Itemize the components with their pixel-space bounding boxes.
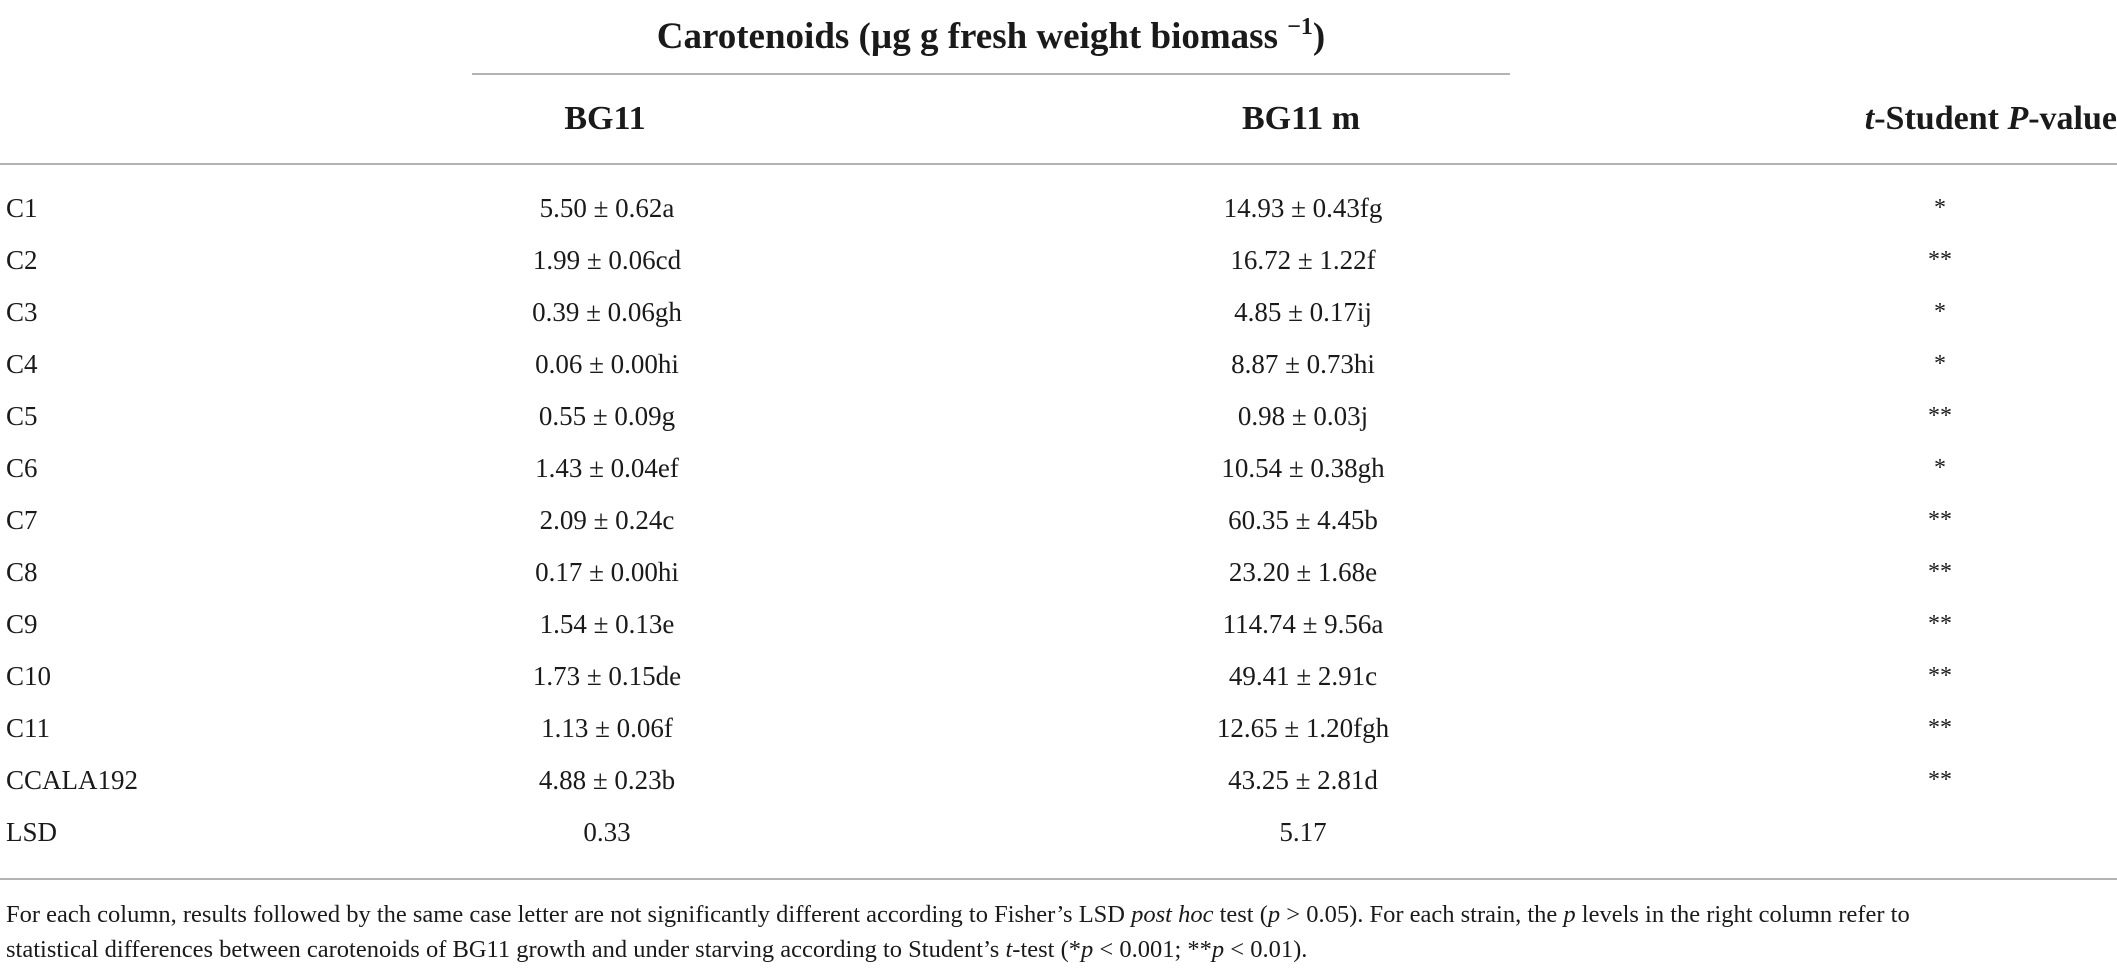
significance-cell: * [1934, 195, 1946, 221]
significance-cell: ** [1928, 767, 1952, 793]
bg11m-cell: 10.54 ± 0.38gh [1221, 453, 1385, 483]
super-header-close: ) [1312, 16, 1326, 57]
strain-cell: C11 [6, 713, 51, 743]
header-bottom-rule [0, 163, 2117, 165]
bg11-cell: 1.13 ± 0.06f [541, 713, 673, 743]
bg11m-cell: 49.41 ± 2.91c [1228, 661, 1378, 691]
bg11m-cell: 4.85 ± 0.17ij [1234, 297, 1372, 327]
super-header-text: Carotenoids (µg g fresh weight biomass [656, 16, 1278, 57]
bg11-cell: 1.54 ± 0.13e [539, 609, 675, 639]
table-row: C3 0.39 ± 0.06gh 4.85 ± 0.17ij * [0, 286, 2117, 338]
bg11-cell: 5.50 ± 0.62a [539, 193, 675, 223]
bg11-cell: 0.33 [583, 817, 631, 847]
significance-cell: ** [1928, 247, 1952, 273]
bg11-cell: 0.06 ± 0.00hi [535, 349, 679, 379]
strain-cell: C5 [6, 401, 38, 431]
footnote-line-1: For each column, results followed by the… [6, 901, 1910, 928]
header-span-rule [472, 73, 1510, 75]
significance-cell: * [1934, 299, 1946, 325]
significance-cell: ** [1928, 611, 1952, 637]
table-row: C4 0.06 ± 0.00hi 8.87 ± 0.73hi * [0, 338, 2117, 390]
table-super-header: Carotenoids (µg g fresh weight biomass −… [472, 2, 1510, 62]
strain-cell: C7 [6, 505, 38, 535]
bg11-cell: 0.55 ± 0.09g [538, 401, 676, 431]
significance-cell: ** [1928, 559, 1952, 585]
bg11m-cell: 14.93 ± 0.43fg [1223, 193, 1383, 223]
bg11m-cell: 5.17 [1279, 817, 1327, 847]
bg11m-cell: 0.98 ± 0.03j [1237, 401, 1369, 431]
table-row: C2 1.99 ± 0.06cd 16.72 ± 1.22f ** [0, 234, 2117, 286]
table-row: C5 0.55 ± 0.09g 0.98 ± 0.03j ** [0, 390, 2117, 442]
table-row-lsd: LSD 0.33 5.17 [0, 806, 2117, 858]
significance-cell: ** [1928, 663, 1952, 689]
footnote-line-2: statistical differences between caroteno… [6, 936, 1308, 963]
table-row: C6 1.43 ± 0.04ef 10.54 ± 0.38gh * [0, 442, 2117, 494]
bg11-cell: 0.39 ± 0.06gh [532, 297, 682, 327]
column-header-pvalue: t-Student P-value [1864, 100, 2117, 137]
table-bottom-rule [0, 878, 2117, 880]
strain-cell: C8 [6, 557, 38, 587]
table-row: C10 1.73 ± 0.15de 49.41 ± 2.91c ** [0, 650, 2117, 702]
strain-cell: C1 [6, 193, 38, 223]
column-header-bg11: BG11 [564, 100, 646, 137]
strain-cell: C3 [6, 297, 38, 327]
bg11m-cell: 12.65 ± 1.20fgh [1216, 713, 1390, 743]
strain-cell: CCALA192 [6, 765, 139, 795]
bg11-cell: 1.99 ± 0.06cd [532, 245, 682, 275]
table-footnote: For each column, results followed by the… [6, 897, 2111, 967]
bg11-cell: 1.73 ± 0.15de [532, 661, 682, 691]
bg11-cell: 1.43 ± 0.04ef [535, 453, 679, 483]
strain-cell: C9 [6, 609, 38, 639]
significance-cell: * [1934, 351, 1946, 377]
strain-cell: C10 [6, 661, 52, 691]
significance-cell: ** [1928, 715, 1952, 741]
bg11m-cell: 8.87 ± 0.73hi [1231, 349, 1375, 379]
bg11m-cell: 23.20 ± 1.68e [1228, 557, 1378, 587]
table-row: CCALA192 4.88 ± 0.23b 43.25 ± 2.81d ** [0, 754, 2117, 806]
table-row: C7 2.09 ± 0.24c 60.35 ± 4.45b ** [0, 494, 2117, 546]
column-header-bg11m: BG11 m [1241, 100, 1361, 137]
strain-cell: C6 [6, 453, 38, 483]
bg11m-cell: 114.74 ± 9.56a [1222, 609, 1384, 639]
strain-cell: C4 [6, 349, 38, 379]
bg11-cell: 2.09 ± 0.24c [539, 505, 675, 535]
bg11m-cell: 16.72 ± 1.22f [1230, 245, 1376, 275]
bg11m-cell: 60.35 ± 4.45b [1228, 505, 1378, 535]
significance-cell: ** [1928, 507, 1952, 533]
table-row: C9 1.54 ± 0.13e 114.74 ± 9.56a ** [0, 598, 2117, 650]
bg11-cell: 0.17 ± 0.00hi [535, 557, 679, 587]
significance-cell: * [1934, 455, 1946, 481]
table-row: C8 0.17 ± 0.00hi 23.20 ± 1.68e ** [0, 546, 2117, 598]
table-row: C11 1.13 ± 0.06f 12.65 ± 1.20fgh ** [0, 702, 2117, 754]
significance-cell: ** [1928, 403, 1952, 429]
bg11-cell: 4.88 ± 0.23b [538, 765, 676, 795]
super-header-exponent: −1 [1287, 14, 1313, 40]
bg11m-cell: 43.25 ± 2.81d [1228, 765, 1378, 795]
strain-cell: C2 [6, 245, 38, 275]
strain-cell: LSD [6, 817, 58, 847]
table-row: C1 5.50 ± 0.62a 14.93 ± 0.43fg * [0, 182, 2117, 234]
